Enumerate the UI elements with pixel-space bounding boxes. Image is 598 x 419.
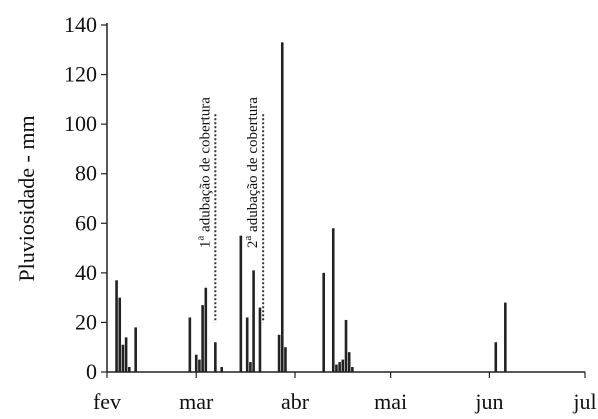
y-axis-title: Pluviosidade - mm [14, 115, 39, 281]
rainfall-bar [204, 287, 208, 372]
rainfall-bar [118, 297, 122, 372]
x-tick-label: fev [93, 389, 121, 414]
y-tick-label: 100 [64, 111, 97, 136]
fertilization-label: 1a adubação de cobertura [194, 97, 213, 248]
y-tick-label: 120 [64, 62, 97, 87]
rainfall-bar [128, 367, 131, 372]
rainfall-bar [284, 347, 287, 372]
y-tick-label: 40 [75, 260, 97, 285]
x-tick-label: jul [572, 389, 596, 414]
rainfall-bar [504, 302, 507, 372]
rainfall-bar [249, 362, 252, 372]
rainfall-bar [194, 354, 198, 372]
rainfall-bar [245, 317, 249, 372]
y-tick-label: 80 [75, 161, 97, 186]
fertilization-annotations: 1a adubação de cobertura 2a adubação de c… [194, 97, 265, 323]
fertilization-label: 2a adubação de cobertura [242, 97, 261, 248]
rainfall-bar [344, 319, 348, 372]
rainfall-bar [277, 334, 281, 372]
y-tick-label: 0 [86, 359, 97, 384]
rainfall-bar [124, 337, 128, 372]
rainfall-bar [198, 359, 201, 372]
rainfall-bar [252, 270, 255, 372]
rainfall-bar [258, 307, 262, 372]
rainfall-bar [351, 367, 354, 372]
rainfall-bar [338, 362, 341, 372]
x-axis: fev mar abr mai jun jul [93, 371, 597, 414]
rainfall-bar [280, 42, 284, 372]
rainfall-bar [188, 317, 192, 372]
rainfall-bar [322, 272, 325, 372]
rainfall-bar [494, 342, 498, 372]
y-tick-label: 60 [75, 210, 97, 235]
rainfall-bar [201, 305, 204, 372]
x-tick-label: mar [179, 389, 214, 414]
rainfall-bars [115, 42, 507, 372]
rainfall-bar [220, 367, 224, 372]
x-tick-label: abr [281, 389, 310, 414]
rainfall-bar [134, 327, 137, 372]
rainfall-bar [347, 352, 351, 372]
rainfall-bar [239, 235, 243, 372]
rainfall-bar [115, 280, 118, 372]
rainfall-bar [331, 228, 335, 372]
x-tick-label: mai [374, 389, 407, 414]
rainfall-bar [341, 359, 345, 372]
y-tick-label: 140 [64, 12, 97, 37]
y-tick-label: 20 [75, 309, 97, 334]
rainfall-bar [335, 364, 338, 372]
rainfall-bar [214, 342, 217, 372]
y-axis: 0 20 40 60 80 100 120 140 [64, 12, 108, 384]
x-tick-label: jun [474, 389, 503, 414]
rainfall-bar [121, 344, 125, 372]
